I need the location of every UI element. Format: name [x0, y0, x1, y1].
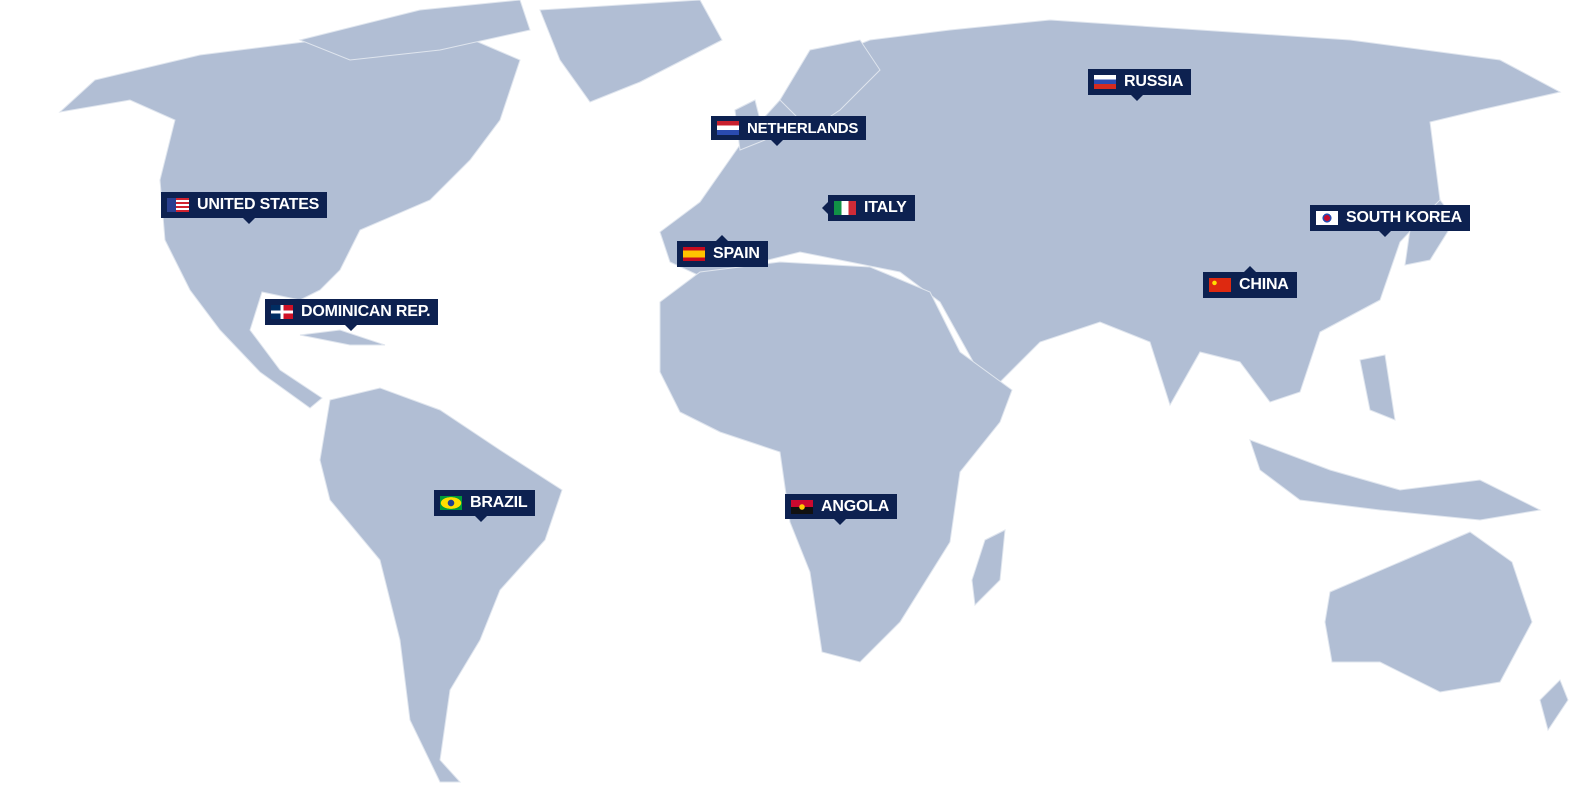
madagascar: [971, 529, 1006, 607]
usa-flag-icon: [167, 198, 189, 212]
cuba: [299, 329, 386, 346]
africa: [659, 261, 1013, 663]
north-america: [58, 29, 521, 409]
arctic-islands: [298, 0, 531, 61]
china-flag-icon: [1209, 278, 1231, 292]
label-text: UNITED STATES: [197, 196, 320, 213]
netherlands-flag-icon: [717, 121, 739, 135]
label-china[interactable]: CHINA: [1203, 266, 1297, 298]
philippines: [1359, 354, 1396, 421]
label-text: SPAIN: [713, 245, 760, 262]
label-text: ITALY: [864, 199, 907, 216]
greenland: [539, 0, 723, 103]
label-dominican-republic[interactable]: DOMINICAN REP.: [265, 299, 439, 331]
label-text: DOMINICAN REP.: [301, 303, 431, 320]
label-text: SOUTH KOREA: [1346, 209, 1463, 226]
label-brazil[interactable]: BRAZIL: [434, 490, 536, 522]
dominican-republic-flag-icon: [271, 305, 293, 319]
label-text: RUSSIA: [1124, 73, 1184, 90]
label-text: NETHERLANDS: [747, 119, 859, 137]
label-italy[interactable]: ITALY: [822, 195, 915, 221]
spain-flag-icon: [683, 247, 705, 261]
south-america: [319, 387, 563, 783]
south-korea-flag-icon: [1316, 211, 1338, 225]
label-netherlands[interactable]: NETHERLANDS: [711, 116, 867, 146]
label-text: BRAZIL: [470, 494, 528, 511]
label-text: CHINA: [1239, 276, 1289, 293]
new-zealand: [1539, 679, 1569, 732]
brazil-flag-icon: [440, 496, 462, 510]
label-text: ANGOLA: [821, 497, 890, 515]
label-south-korea[interactable]: SOUTH KOREA: [1310, 205, 1471, 237]
label-russia[interactable]: RUSSIA: [1088, 69, 1192, 101]
label-angola[interactable]: ANGOLA: [785, 494, 898, 525]
italy-flag-icon: [834, 201, 856, 215]
russia-flag-icon: [1094, 75, 1116, 89]
eurasia: [659, 19, 1562, 407]
label-united-states[interactable]: UNITED STATES: [161, 192, 328, 224]
label-spain[interactable]: SPAIN: [677, 235, 768, 267]
indonesia: [1249, 439, 1542, 521]
angola-flag-icon: [791, 499, 813, 514]
australia: [1324, 531, 1533, 693]
